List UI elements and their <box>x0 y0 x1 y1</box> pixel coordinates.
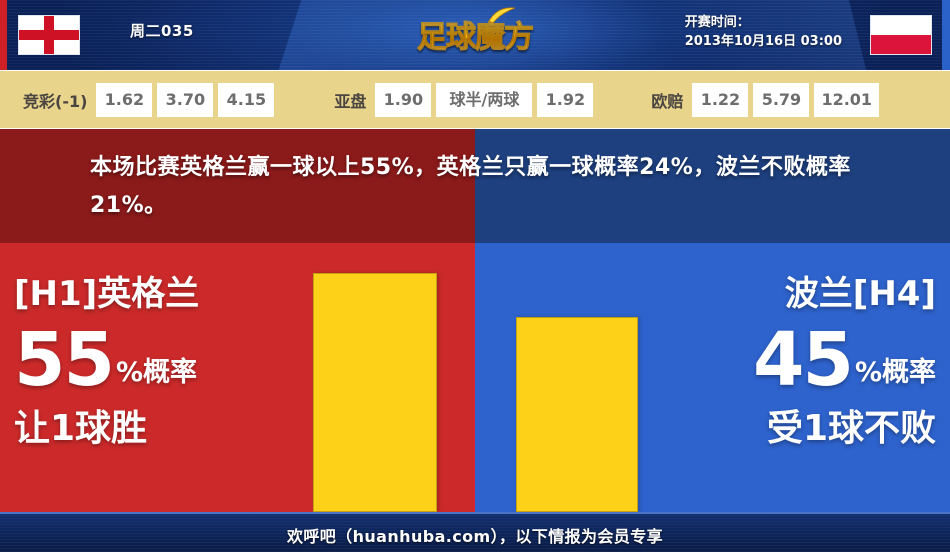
odds-bar: 竞彩(-1) 1.62 3.70 4.15 亚盘 1.90 球半/两球 1.92… <box>0 70 950 128</box>
kickoff-info: 开赛时间： 2013年10月16日 03:00 <box>685 13 842 51</box>
odds-label-asian: 亚盘 <box>334 91 367 111</box>
odds-label-european: 欧赔 <box>651 91 684 111</box>
header-left-red-edge <box>0 0 7 70</box>
home-condition: 让1球胜 <box>14 408 148 449</box>
away-condition: 受1球不败 <box>766 408 936 449</box>
home-team-name: [H1]英格兰 <box>14 274 200 314</box>
bar-home-probability <box>313 273 437 512</box>
footer-bar: 欢呼吧（huanhuba.com），以下情报为会员专享 <box>0 512 950 552</box>
site-logo: 足球魔方 <box>401 6 549 63</box>
odds-group-asian: 亚盘 1.90 球半/两球 1.92 <box>325 82 598 117</box>
bar-away-probability <box>516 317 638 512</box>
headline-band: 本场比赛英格兰赢一球以上55%，英格兰只赢一球概率24%，波兰不败概率21%。 <box>0 129 950 243</box>
footer-promo-text: 欢呼吧（huanhuba.com），以下情报为会员专享 <box>286 527 664 546</box>
odds-jingcai-away[interactable]: 4.15 <box>218 82 275 117</box>
probability-chart: [H1]英格兰 55 %概率 让1球胜 波兰[H4] 45 %概率 受1球不败 <box>0 243 950 512</box>
headline-text: 本场比赛英格兰赢一球以上55%，英格兰只赢一球概率24%，波兰不败概率21%。 <box>90 155 851 218</box>
odds-label-jingcai: 竞彩(-1) <box>23 91 88 111</box>
home-percent-value: 55 <box>14 317 115 403</box>
kickoff-time: 2013年10月16日 03:00 <box>684 34 842 49</box>
odds-jingcai-home[interactable]: 1.62 <box>96 82 153 117</box>
odds-group-european: 欧赔 1.22 5.79 12.01 <box>642 82 884 117</box>
odds-european-draw[interactable]: 5.79 <box>753 82 810 117</box>
header-right-blue-edge <box>942 0 950 70</box>
odds-asian-handicap[interactable]: 球半/两球 <box>436 82 533 117</box>
odds-european-home[interactable]: 1.22 <box>692 82 749 117</box>
away-stats: 波兰[H4] 45 %概率 受1球不败 <box>648 243 950 453</box>
away-percent-row: 45 %概率 <box>648 323 936 397</box>
away-percent-value: 45 <box>752 317 854 403</box>
headline-band-right-half <box>475 129 950 243</box>
poland-flag-icon <box>870 15 932 55</box>
england-flag-icon <box>18 15 80 55</box>
away-team-name: 波兰[H4] <box>784 274 936 314</box>
flag-lower-red-band <box>871 35 931 54</box>
odds-group-jingcai: 竞彩(-1) 1.62 3.70 4.15 <box>14 82 279 117</box>
odds-jingcai-draw[interactable]: 3.70 <box>157 82 214 117</box>
odds-asian-away[interactable]: 1.92 <box>537 82 594 117</box>
away-percent-suffix: %概率 <box>854 357 936 388</box>
flag-cross-vertical <box>44 16 54 54</box>
footer-scanline-texture <box>0 514 950 552</box>
home-stats: [H1]英格兰 55 %概率 让1球胜 <box>0 243 300 453</box>
kickoff-label: 开赛时间： <box>684 15 750 30</box>
odds-european-away[interactable]: 12.01 <box>814 82 880 117</box>
header-bar: 周二035 足球魔方 开赛时间： 2013年10月16日 03:00 <box>0 0 950 70</box>
logo-swoosh-icon <box>488 7 516 24</box>
home-percent-row: 55 %概率 <box>14 323 300 397</box>
site-logo-text: 足球魔方 <box>401 12 549 56</box>
odds-asian-home[interactable]: 1.90 <box>375 82 432 117</box>
headline-band-left-half <box>0 129 475 243</box>
home-percent-suffix: %概率 <box>115 357 198 388</box>
match-number-label: 周二035 <box>130 22 194 40</box>
